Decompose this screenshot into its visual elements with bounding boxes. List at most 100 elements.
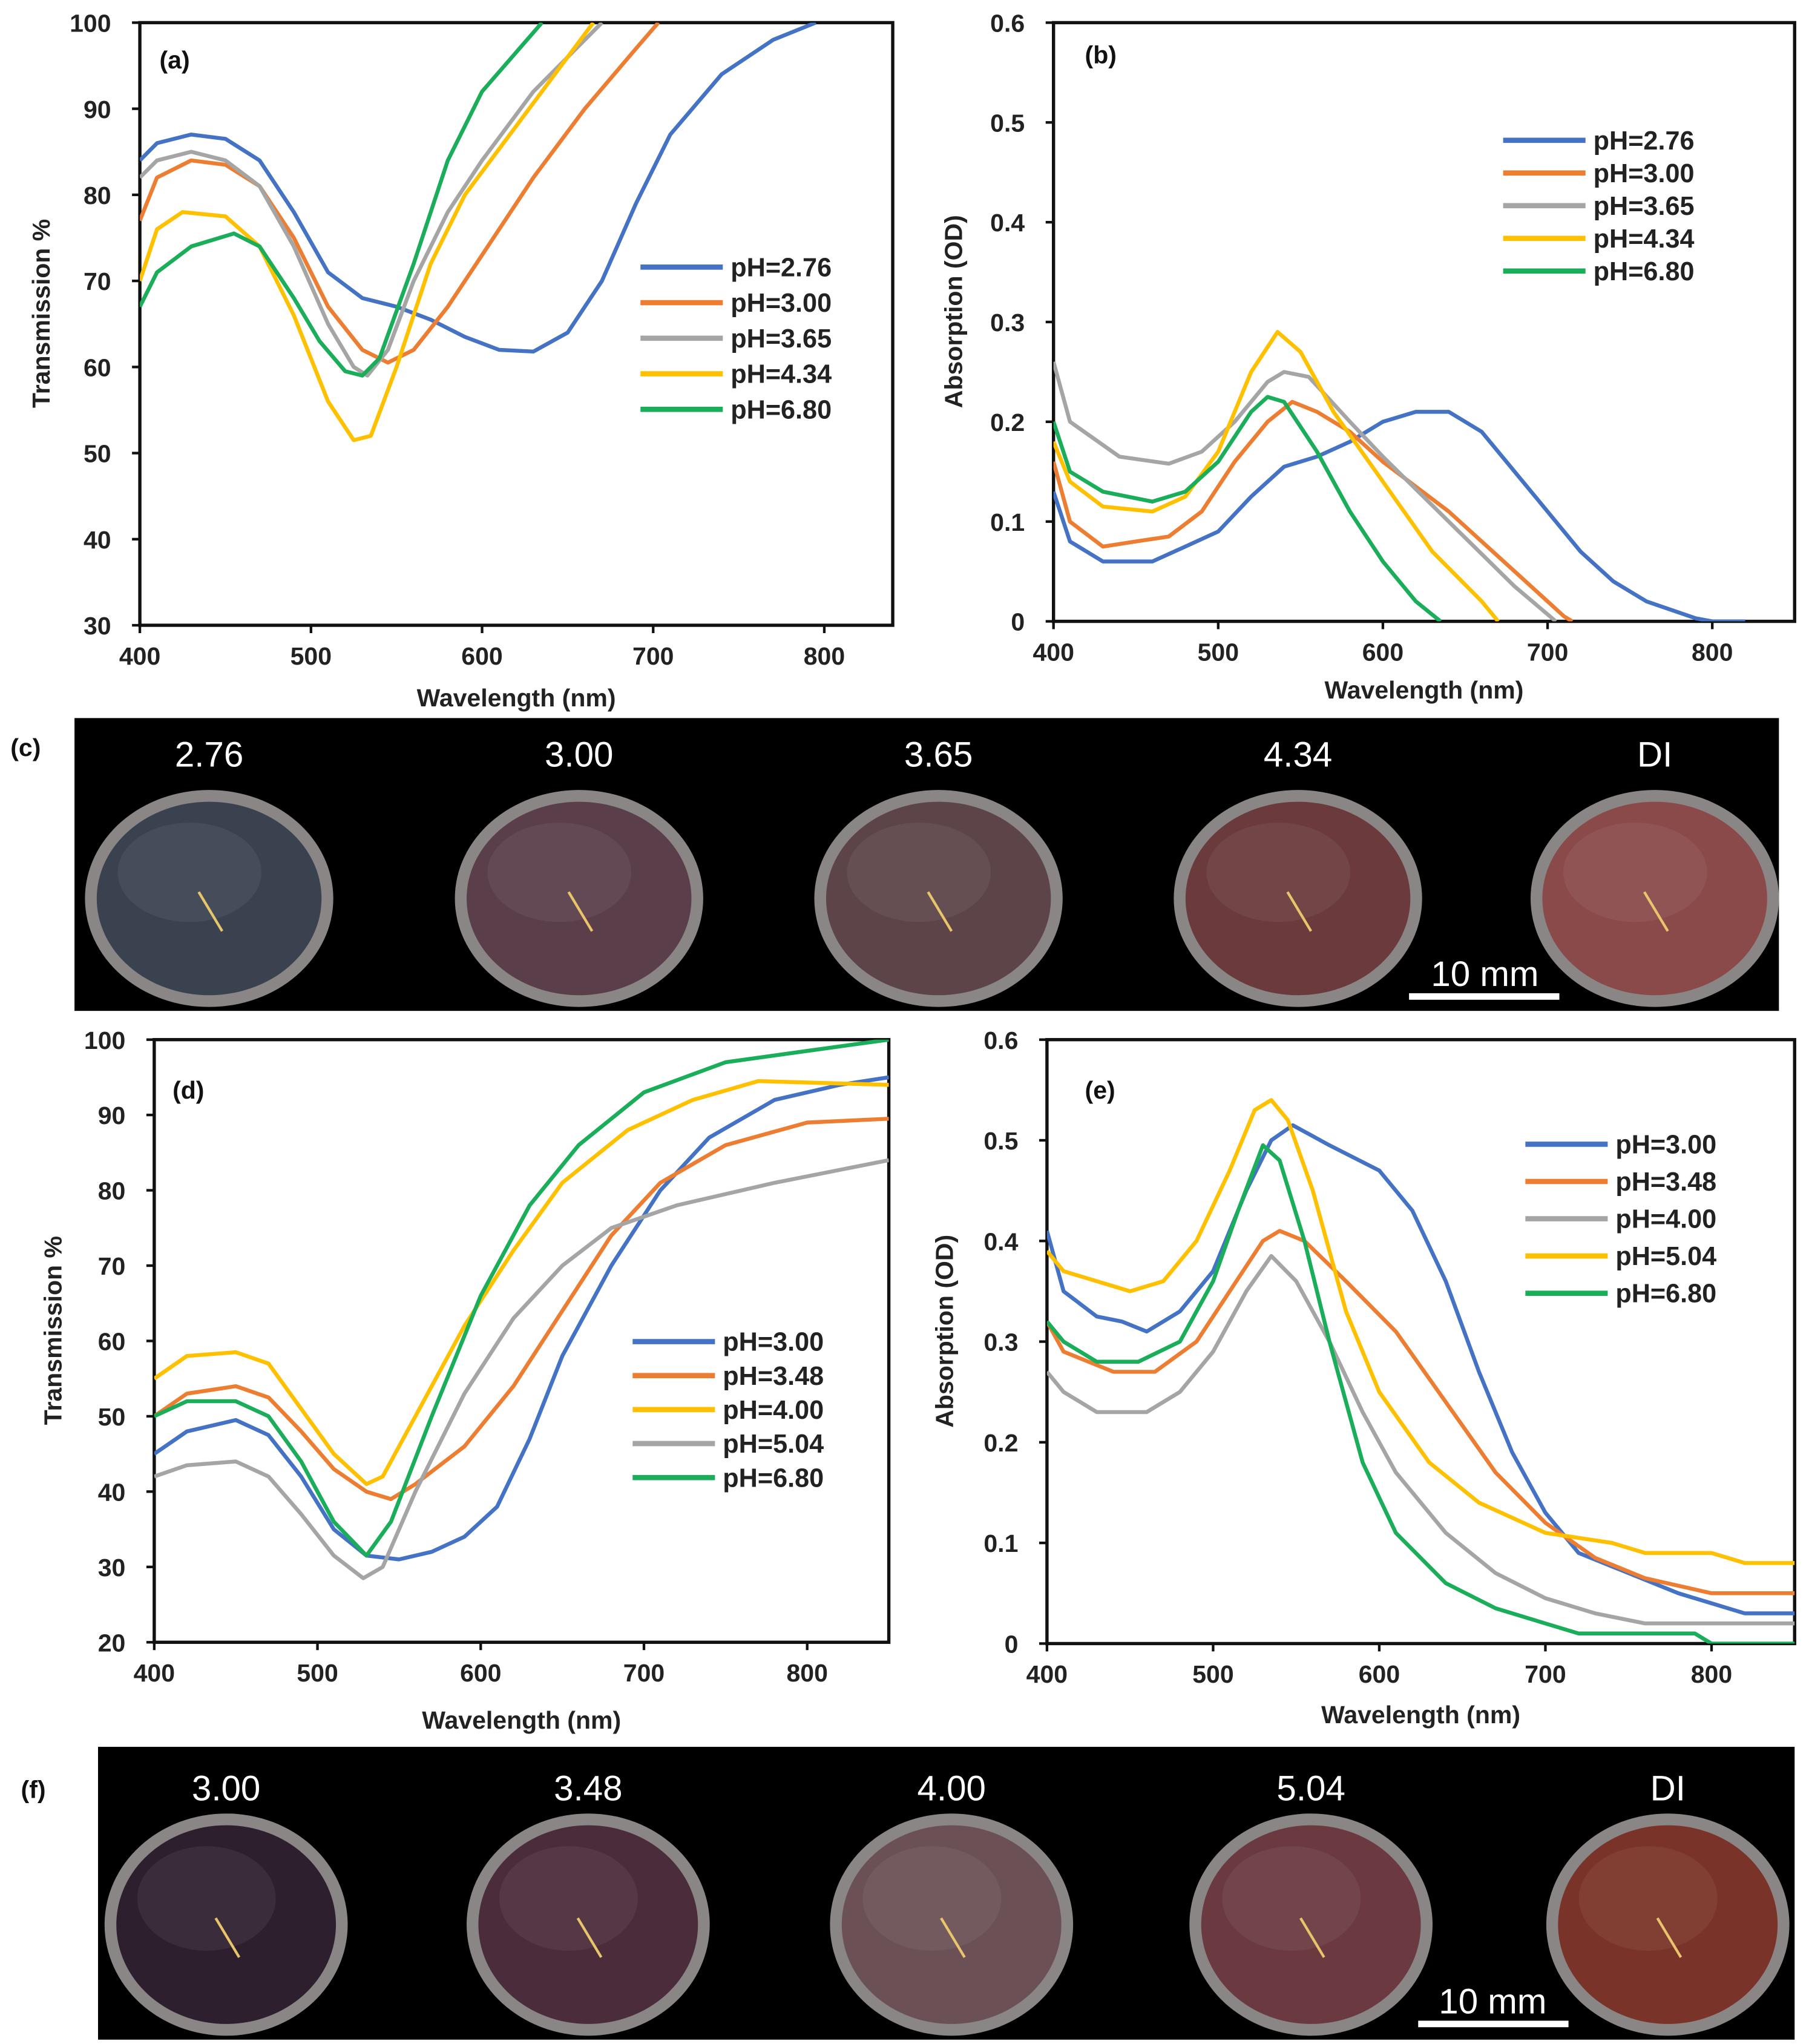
y-tick-label: 20 [98, 1629, 126, 1657]
dish-label: 4.00 [918, 1769, 986, 1809]
y-tick-label: 0 [1011, 608, 1025, 636]
petri-dish [814, 790, 1063, 1007]
x-tick-label: 600 [1362, 638, 1404, 666]
scale-bar-label: 10 mm [1439, 1982, 1546, 2022]
y-tick-label: 0.1 [983, 1530, 1018, 1557]
y-tick-label: 90 [98, 1102, 126, 1129]
petri-dish [85, 790, 333, 1007]
fiber-reflection [1643, 891, 1669, 932]
y-tick-label: 70 [84, 268, 111, 295]
legend-label: pH=3.00 [1615, 1131, 1716, 1160]
x-tick-label: 800 [1692, 638, 1733, 666]
legend-label: pH=6.80 [730, 395, 832, 424]
x-tick-label: 500 [1198, 638, 1239, 666]
dish-sample [96, 801, 322, 996]
dish-highlight [499, 1846, 638, 1951]
series-line-2.76 [1053, 410, 1745, 622]
dish-sample [478, 1825, 698, 2024]
dish-sample [1558, 1825, 1778, 2024]
series-line-4.34 [1053, 330, 1500, 622]
x-axis-label: Wavelength (nm) [1325, 676, 1524, 704]
legend-label: pH=3.65 [730, 324, 832, 353]
fiber-reflection [567, 891, 594, 932]
x-tick-label: 800 [804, 642, 845, 670]
dish-highlight [487, 823, 632, 922]
x-tick-label: 500 [1192, 1660, 1233, 1688]
plot-frame [138, 21, 895, 627]
charts: 400 500 600 700 80030405060708090100Waveleng… [27, 10, 1796, 1734]
dish-label: 3.65 [904, 735, 973, 774]
fiber-reflection [1299, 1917, 1325, 1958]
dish-label: 3.00 [545, 735, 613, 774]
panel-label: (e) [1085, 1076, 1115, 1104]
dish-label: DI [1650, 1769, 1686, 1809]
fiber-reflection [1286, 891, 1313, 932]
x-tick-label: 600 [461, 642, 502, 670]
panel-label: (d) [172, 1076, 204, 1104]
y-tick-label: 0.5 [990, 109, 1025, 137]
series-line-3.00 [154, 1075, 889, 1562]
fiber-reflection [197, 891, 223, 932]
panel-label: (c) [10, 734, 41, 761]
y-tick-label: 80 [98, 1177, 126, 1205]
y-tick-label: 40 [84, 526, 111, 554]
y-tick-label: 0.4 [990, 209, 1025, 237]
chart-panel-0: 400 500 600 700 800 30 40 50 60 70 80 90 100 Waveleng… [27, 10, 895, 712]
y-tick-label: 100 [84, 1027, 125, 1054]
dish-highlight [137, 1846, 276, 1951]
x-axis-label: Wavelength (nm) [422, 1706, 621, 1734]
y-tick-label: 30 [84, 612, 111, 640]
dish-label: 3.00 [192, 1769, 260, 1809]
x-axis-label: Wavelength (nm) [417, 684, 616, 712]
y-axis-label: Transmission % [39, 1236, 67, 1425]
dish-label: DI [1637, 735, 1672, 774]
dish-label: 4.34 [1264, 735, 1332, 774]
y-tick-label: 40 [98, 1478, 126, 1506]
legend-label: pH=6.80 [1615, 1280, 1716, 1309]
legend-label: pH=4.34 [730, 360, 832, 389]
x-tick-label: 700 [1527, 638, 1568, 666]
legend-label: pH=4.00 [1615, 1205, 1716, 1234]
legend-label: pH=3.65 [1594, 192, 1695, 221]
petri-dish [1189, 1813, 1433, 2036]
y-tick-label: 60 [98, 1328, 126, 1356]
fiber-reflection [214, 1917, 241, 1958]
dish-highlight [1578, 1846, 1718, 1951]
fiber-reflection [1656, 1917, 1683, 1958]
photo-strip-0: (c) 2.76 3.00 3.65 4.34 DI 10 mm [10, 718, 1779, 1011]
dish-highlight [1563, 823, 1707, 922]
x-tick-label: 700 [623, 1659, 665, 1687]
series-line-3.00 [1053, 399, 1574, 622]
series-line-3.65 [140, 22, 603, 378]
dish-sample [1185, 801, 1411, 996]
y-tick-label: 0 [1005, 1631, 1019, 1658]
series-line-2.76 [140, 22, 817, 354]
x-tick-label: 500 [291, 642, 332, 670]
fiber-reflection [576, 1917, 603, 1958]
y-tick-label: 90 [84, 96, 111, 123]
y-tick-label: 0.2 [983, 1429, 1018, 1457]
panel-label: (b) [1085, 41, 1117, 68]
x-tick-label: 700 [1525, 1660, 1566, 1688]
y-axis-label: Transmission % [27, 219, 55, 408]
x-tick-label: 800 [787, 1659, 828, 1687]
series-line-3.48 [154, 1117, 889, 1502]
series-line-6.80 [1046, 1143, 1795, 1644]
series-line-6.80 [154, 1039, 889, 1558]
x-tick-label: 400 [134, 1659, 175, 1687]
x-tick-label: 500 [297, 1659, 338, 1687]
series-line-5.04 [154, 1158, 889, 1580]
petri-dish [455, 790, 703, 1007]
panel-label: (f) [21, 1775, 46, 1803]
dish-label: 2.76 [175, 735, 243, 774]
scale-bar-label: 10 mm [1431, 955, 1538, 994]
series-line-3.48 [1046, 1229, 1795, 1595]
series-line-4.00 [1046, 1254, 1795, 1626]
legend-label: pH=6.80 [1594, 257, 1695, 286]
series-line-5.04 [1046, 1098, 1795, 1565]
y-tick-label: 0.6 [990, 10, 1025, 38]
legend-label: pH=3.00 [1594, 159, 1695, 188]
series-line-3.65 [1053, 361, 1557, 622]
